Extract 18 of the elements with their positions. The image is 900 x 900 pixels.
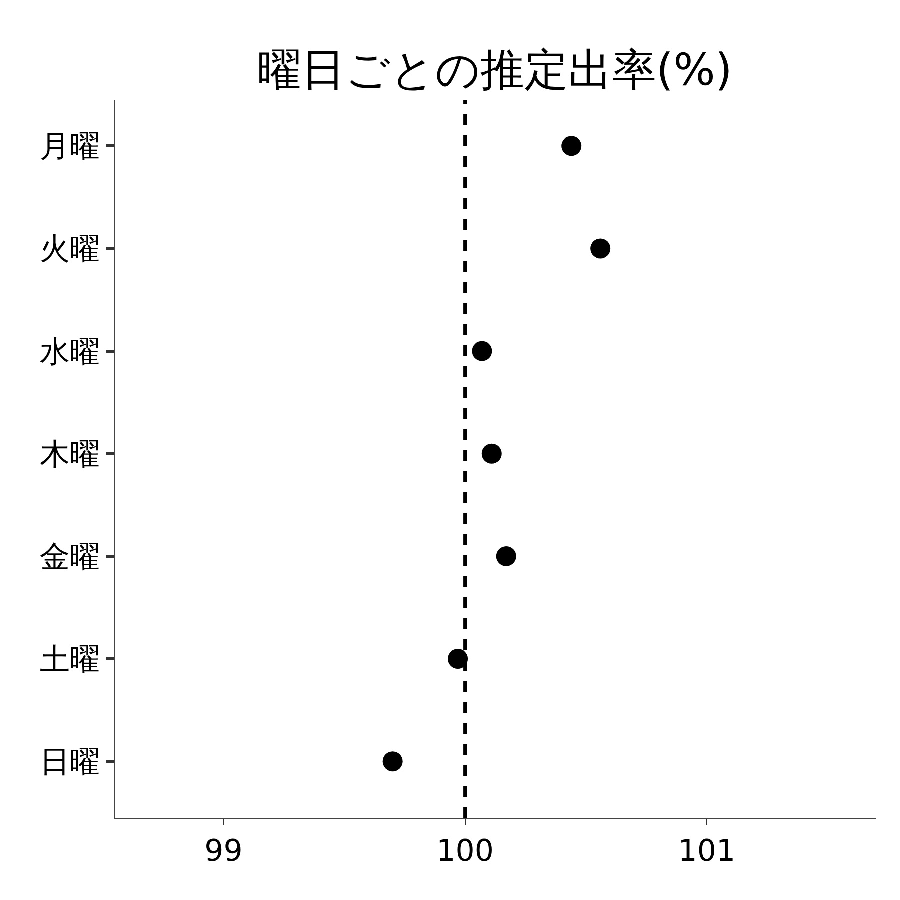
y-tick-label: 水曜 xyxy=(40,334,100,370)
y-tick-label: 日曜 xyxy=(40,745,100,780)
y-tick-label: 金曜 xyxy=(40,540,100,575)
y-tick-label: 木曜 xyxy=(40,437,100,472)
x-tick-label: 100 xyxy=(436,834,494,869)
point xyxy=(482,444,502,464)
point xyxy=(382,752,403,772)
point xyxy=(448,649,468,669)
point xyxy=(496,546,516,566)
y-tick-label: 火曜 xyxy=(40,232,100,268)
y-tick-label: 土曜 xyxy=(40,642,100,678)
x-tick-label: 99 xyxy=(204,834,243,869)
point xyxy=(562,136,582,156)
chart-title: 曜日ごとの推定出率(%) xyxy=(257,44,733,96)
y-tick-label: 月曜 xyxy=(40,130,100,165)
point xyxy=(590,238,611,259)
x-tick-label: 101 xyxy=(678,834,736,869)
point xyxy=(472,341,492,362)
